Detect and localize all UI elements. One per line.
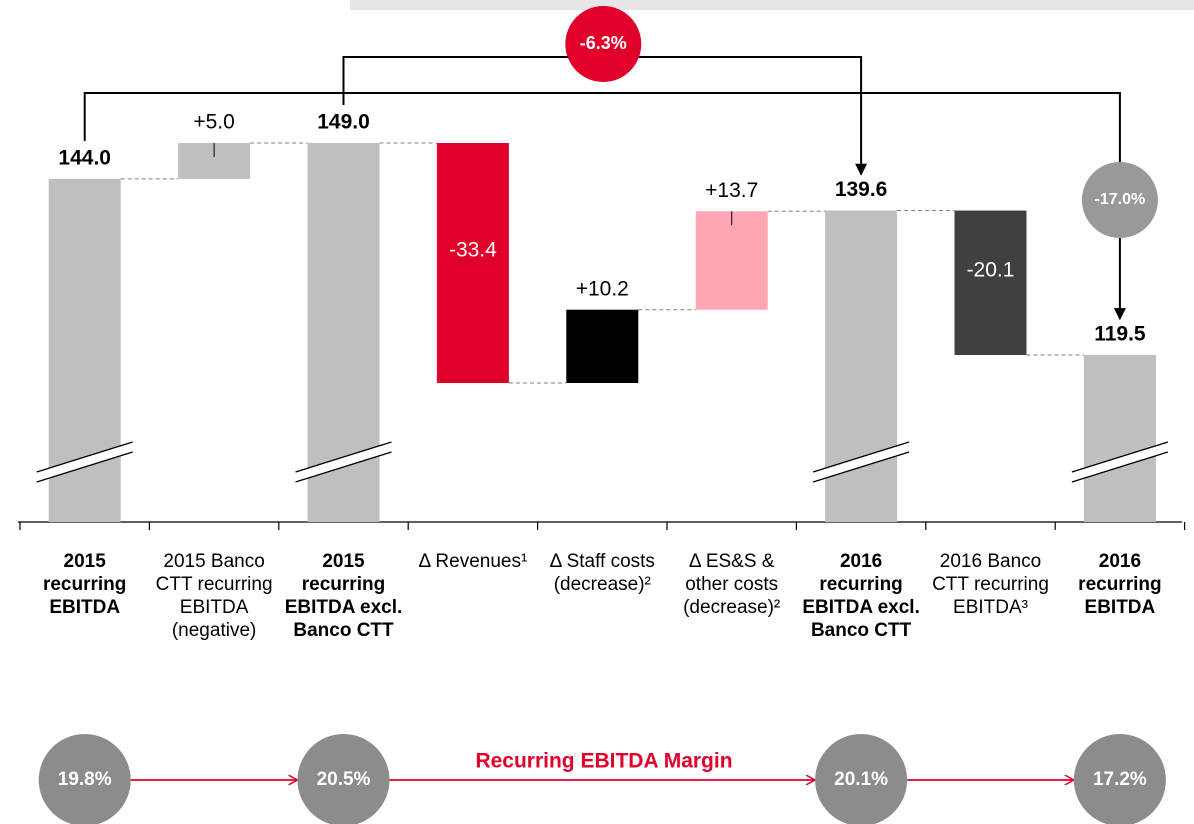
category-label: Δ Staff costs (decrease)²	[549, 551, 655, 595]
margin-badge	[297, 734, 390, 824]
header-band	[350, 0, 1194, 10]
margin-badge	[815, 734, 908, 824]
bar	[1083, 354, 1156, 522]
annotation-badge	[1081, 162, 1158, 238]
margin-badge	[38, 734, 131, 824]
category-label: 2015 recurring EBITDA	[42, 551, 127, 618]
category-label: Δ ES&S & other costs (decrease)²	[683, 551, 781, 618]
category-label: 2016 recurring EBITDA	[1078, 551, 1162, 618]
value-label: -20.1	[967, 258, 1015, 281]
annotation-label: -17.0%	[1095, 191, 1146, 208]
axis-break-line	[1071, 441, 1169, 473]
value-label: 119.5	[1094, 323, 1146, 346]
margin-label: 20.5%	[317, 769, 371, 790]
axis-break-line	[295, 451, 392, 483]
bar	[695, 211, 768, 310]
axis-break-line	[36, 441, 133, 473]
category-label: 2016 Banco CTT recurring EBITDA³	[932, 551, 1049, 618]
axis-break-line	[812, 451, 910, 483]
category-label: 2015 Banco CTT recurring EBITDA (negativ…	[155, 551, 273, 641]
category-label: 2015 recurring EBITDA excl. Banco CTT	[284, 551, 403, 641]
margin-label: 19.8%	[58, 769, 112, 790]
value-label: 139.6	[835, 178, 888, 201]
value-label: 149.0	[317, 111, 370, 134]
axis-break	[813, 442, 910, 482]
value-label: +5.0	[193, 111, 234, 134]
bar	[436, 143, 509, 383]
category-label: Δ Revenues¹	[418, 551, 528, 572]
margin-badge	[1073, 734, 1166, 824]
axis-break	[36, 442, 133, 482]
value-label: 144.0	[58, 146, 111, 169]
margin-label: 17.2%	[1093, 769, 1147, 790]
axis-break-line	[295, 441, 392, 473]
value-label: +13.7	[705, 179, 758, 202]
bracket	[83, 92, 1121, 162]
margin-title: Recurring EBITDA Margin	[475, 750, 732, 773]
value-label: -33.4	[449, 239, 497, 262]
value-label: +10.2	[576, 277, 629, 300]
annotation-badge	[565, 6, 642, 82]
axis-break-line	[1071, 451, 1169, 483]
bar	[954, 210, 1027, 355]
axis-break-line	[36, 451, 133, 483]
axis-break-line	[812, 441, 910, 473]
annotation-label: -6.3%	[580, 33, 627, 53]
axis-break	[1071, 442, 1168, 482]
category-label: 2016 recurring EBITDA excl. Banco CTT	[802, 551, 920, 641]
margin-label: 20.1%	[834, 769, 888, 790]
axis-break	[295, 442, 392, 482]
